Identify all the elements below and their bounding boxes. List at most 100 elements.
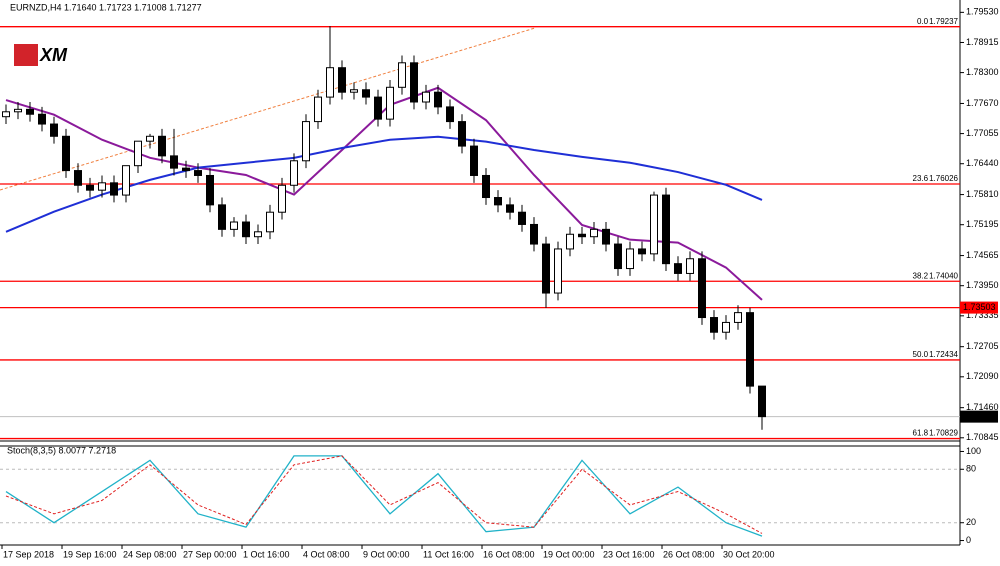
- candle-body: [14, 108, 22, 113]
- x-tick-label: 26 Oct 08:00: [663, 549, 715, 559]
- candle-body: [254, 231, 262, 238]
- candle-body: [374, 96, 382, 120]
- x-tick-label: 1 Oct 16:00: [243, 549, 290, 559]
- candle-body: [194, 170, 202, 176]
- candle-body: [602, 228, 610, 245]
- candle-body: [38, 113, 46, 125]
- candle-body: [62, 135, 70, 172]
- candle-body: [158, 135, 166, 157]
- stoch-title: Stoch(8,3,5) 8.0077 7.2718: [7, 445, 116, 455]
- y-tick-label: 1.78915: [966, 37, 999, 47]
- candle-body: [506, 204, 514, 213]
- y-tick-label: 1.73950: [966, 280, 999, 290]
- candle-body: [182, 167, 190, 172]
- candle-body: [722, 321, 730, 333]
- candle-body: [230, 221, 238, 230]
- candle-body: [218, 204, 226, 230]
- fib-name: 50.0: [913, 350, 929, 359]
- fib-value: 1.79237: [929, 17, 958, 26]
- candle-body: [2, 111, 10, 118]
- candle-body: [746, 312, 754, 387]
- price-label-box: [960, 301, 998, 314]
- candle-body: [206, 174, 214, 206]
- price-label: 1.71277: [963, 411, 996, 421]
- candle-body: [110, 182, 118, 196]
- y-tick-label: 1.75195: [966, 219, 999, 229]
- candle-body: [698, 258, 706, 319]
- y-tick-label: 1.75810: [966, 189, 999, 199]
- fib-value: 1.76026: [929, 174, 958, 183]
- x-tick-label: 4 Oct 08:00: [303, 549, 350, 559]
- candle-body: [242, 221, 250, 238]
- candle-body: [434, 91, 442, 108]
- candle-body: [662, 194, 670, 265]
- x-tick-label: 23 Oct 16:00: [603, 549, 655, 559]
- fib-value: 1.74040: [929, 271, 958, 280]
- candle-body: [398, 62, 406, 88]
- fib-value: 1.70829: [929, 429, 958, 438]
- x-tick-label: 17 Sep 2018: [3, 549, 54, 559]
- candle-body: [86, 184, 94, 191]
- candle-body: [530, 223, 538, 245]
- fib-value: 1.72434: [929, 350, 958, 359]
- stoch-line: [5, 455, 763, 537]
- x-tick-label: 27 Sep 00:00: [183, 549, 237, 559]
- candle-body: [590, 228, 598, 238]
- price-label: 1.73503: [963, 302, 996, 312]
- y-tick-label: 1.74565: [966, 250, 999, 260]
- candle-body: [614, 243, 622, 270]
- candle-body: [542, 243, 550, 294]
- x-tick-label: 11 Oct 16:00: [423, 549, 474, 559]
- candle-body: [278, 184, 286, 213]
- moving-average: [5, 135, 763, 233]
- y-tick-label: 1.76440: [966, 158, 999, 168]
- candle-body: [50, 123, 58, 137]
- candle-body: [482, 174, 490, 199]
- candle-body: [326, 67, 334, 98]
- x-tick-label: 24 Sep 08:00: [123, 549, 177, 559]
- candle-body: [518, 211, 526, 225]
- y-tick-label: 1.72090: [966, 371, 999, 381]
- y-tick-label: 1.77055: [966, 128, 999, 138]
- candle-body: [170, 155, 178, 169]
- y-tick-label: 1.78300: [966, 67, 999, 77]
- y-tick-label: 1.72705: [966, 341, 999, 351]
- candle-body: [290, 160, 298, 186]
- candle-body: [446, 106, 454, 123]
- price-label-box: [960, 410, 998, 423]
- candle-body: [98, 182, 106, 191]
- candle-body: [362, 89, 370, 98]
- y-tick-label: 1.77670: [966, 98, 999, 108]
- candle-body: [134, 140, 142, 167]
- fib-name: 0.0: [917, 17, 929, 26]
- candle-body: [674, 263, 682, 274]
- y-tick-label: 1.79530: [966, 7, 999, 17]
- candle-body: [314, 96, 322, 123]
- trend-line: [0, 27, 536, 191]
- candle-body: [638, 248, 646, 255]
- fib-name: 61.8: [913, 429, 929, 438]
- candle-body: [338, 67, 346, 93]
- stoch-tick-label: 80: [966, 464, 976, 474]
- x-tick-label: 30 Oct 20:00: [723, 549, 775, 559]
- x-tick-label: 19 Sep 16:00: [63, 549, 117, 559]
- candle-body: [710, 317, 718, 333]
- candle-body: [26, 108, 34, 115]
- candle-body: [422, 91, 430, 103]
- candle-body: [494, 197, 502, 206]
- candle-body: [734, 312, 742, 323]
- candle-body: [302, 121, 310, 162]
- candle-body: [122, 165, 130, 196]
- fib-name: 23.6: [913, 174, 929, 183]
- candle-body: [650, 194, 658, 255]
- candle-body: [566, 233, 574, 250]
- candle-body: [458, 121, 466, 147]
- x-tick-label: 16 Oct 08:00: [483, 549, 535, 559]
- y-tick-label: 1.73335: [966, 310, 999, 320]
- candle-body: [74, 170, 82, 186]
- x-tick-label: 19 Oct 00:00: [543, 549, 595, 559]
- candle-body: [410, 62, 418, 103]
- x-tick-label: 9 Oct 00:00: [363, 549, 410, 559]
